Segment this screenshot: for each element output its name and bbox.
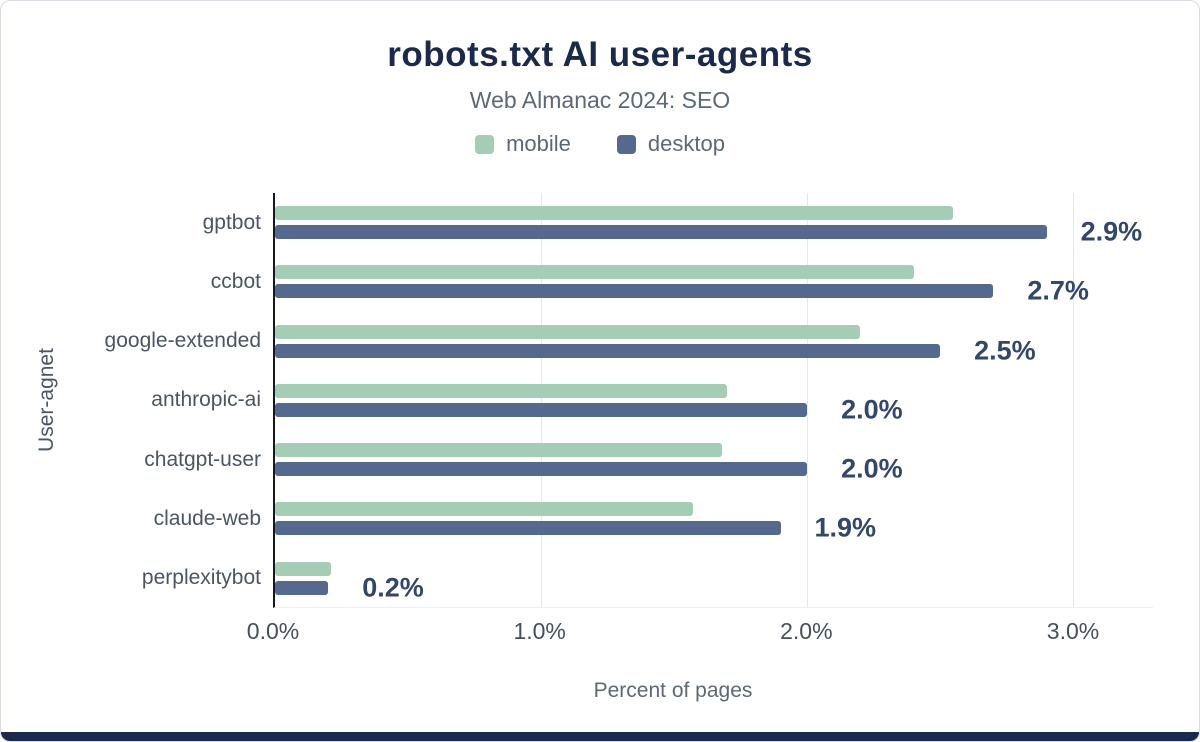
category-label-google-extended: google-extended	[104, 329, 261, 353]
category-label-anthropic-ai: anthropic-ai	[151, 388, 261, 412]
legend: mobile desktop	[1, 131, 1199, 157]
bar-desktop-ccbot	[275, 284, 994, 299]
category-label-perplexitybot: perplexitybot	[141, 566, 261, 590]
bar-mobile-gptbot	[275, 206, 954, 220]
data-label-ccbot: 2.7%	[1027, 275, 1089, 306]
category-label-claude-web: claude-web	[153, 507, 261, 531]
legend-label-mobile: mobile	[506, 131, 571, 156]
bar-desktop-claude-web	[275, 521, 781, 536]
bar-desktop-anthropic-ai	[275, 402, 808, 417]
legend-item-mobile[interactable]: mobile	[475, 131, 571, 157]
data-label-google-extended: 2.5%	[974, 335, 1036, 366]
category-label-chatgpt-user: chatgpt-user	[144, 447, 261, 471]
plot-area: gptbot 2.9% ccbot 2.7% google-extended 2.5% an…	[105, 193, 1153, 608]
x-axis-ticks: 0.0% 1.0% 2.0% 3.0%	[247, 618, 1153, 648]
y-axis-label: User-agnet	[35, 348, 58, 452]
bar-mobile-chatgpt-user	[275, 443, 722, 458]
footer-bar	[1, 732, 1199, 741]
bar-group-anthropic-ai: anthropic-ai 2.0%	[151, 371, 1153, 430]
data-label-claude-web: 1.9%	[814, 512, 877, 543]
chart-title: robots.txt AI user-agents	[387, 35, 813, 74]
legend-swatch-desktop	[616, 134, 636, 154]
bar-mobile-google-extended	[275, 324, 861, 339]
bar-desktop-perplexitybot	[275, 580, 329, 595]
data-label-gptbot: 2.9%	[1080, 216, 1143, 247]
x-tick-label-1.0%: 1.0%	[513, 618, 566, 644]
x-tick-label-2.0%: 2.0%	[780, 618, 833, 644]
bar-group-google-extended: google-extended 2.5%	[105, 312, 1153, 371]
legend-swatch-mobile	[475, 134, 495, 154]
bar-desktop-gptbot	[275, 225, 1047, 239]
data-label-chatgpt-user: 2.0%	[841, 453, 903, 484]
gridline	[1073, 193, 1075, 607]
gridline	[807, 193, 809, 607]
bar-group-gptbot: gptbot 2.9%	[203, 193, 1153, 252]
bar-desktop-chatgpt-user	[275, 462, 808, 477]
gridline	[541, 193, 543, 607]
bar-mobile-ccbot	[275, 265, 914, 280]
bar-group-chatgpt-user: chatgpt-user 2.0%	[144, 430, 1153, 489]
x-tick-label-3.0%: 3.0%	[1046, 618, 1100, 644]
bar-mobile-perplexitybot	[275, 561, 331, 576]
category-label-gptbot: gptbot	[202, 210, 261, 234]
category-label-ccbot: ccbot	[210, 269, 261, 293]
bar-group-claude-web: claude-web 1.9%	[154, 489, 1153, 548]
x-tick-label-0.0%: 0.0%	[246, 618, 300, 644]
bar-group-ccbot: ccbot 2.7%	[211, 252, 1153, 311]
x-axis-label: Percent of pages	[593, 679, 753, 702]
bar-desktop-google-extended	[275, 343, 941, 358]
legend-item-desktop[interactable]: desktop	[616, 131, 725, 157]
chart-subtitle: Web Almanac 2024: SEO	[469, 87, 731, 113]
bar-mobile-anthropic-ai	[275, 383, 728, 398]
bar-group-perplexitybot: perplexitybot 0.2%	[142, 549, 1153, 608]
legend-label-desktop: desktop	[647, 131, 725, 156]
data-label-anthropic-ai: 2.0%	[841, 394, 903, 425]
bar-mobile-claude-web	[275, 502, 693, 517]
data-label-perplexitybot: 0.2%	[362, 572, 424, 603]
